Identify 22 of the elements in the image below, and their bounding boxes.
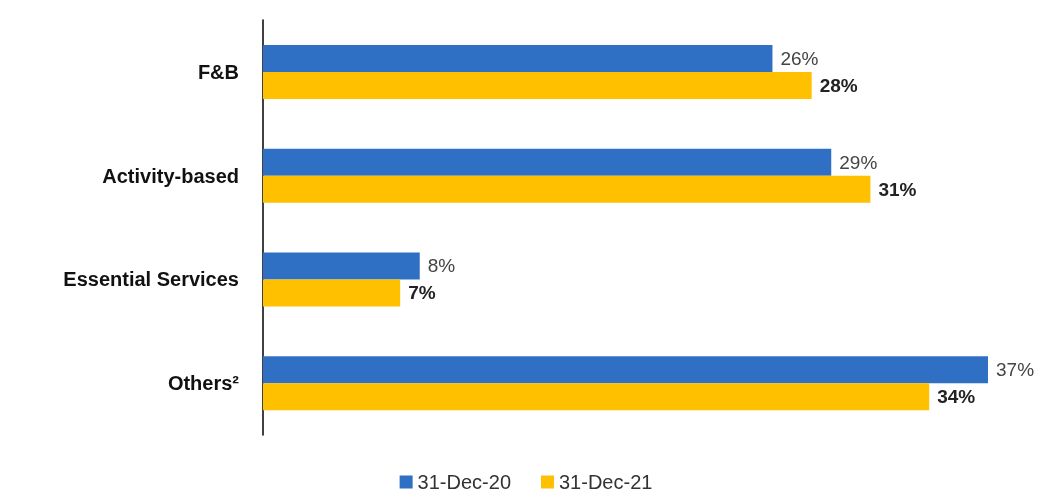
legend-label: 31-Dec-20: [417, 471, 512, 493]
data-label: 28%: [819, 74, 858, 96]
bar: [263, 356, 988, 384]
bar: [263, 279, 401, 307]
bar: [263, 383, 930, 411]
bar: [263, 148, 832, 176]
data-label: 31%: [878, 178, 917, 200]
y-tick-label: Essential Services: [63, 268, 239, 291]
y-tick-label: Others²: [167, 372, 240, 395]
y-tick-label: Activity-based: [102, 164, 239, 187]
data-label: 29%: [839, 151, 878, 173]
bar: [263, 175, 871, 203]
data-label: 26%: [780, 47, 819, 69]
data-label: 37%: [996, 359, 1035, 381]
data-label: 34%: [937, 386, 976, 408]
y-tick-label: F&B: [197, 60, 239, 83]
legend-label: 31-Dec-21: [559, 471, 653, 493]
data-label: 8%: [427, 255, 456, 277]
bar: [263, 71, 812, 99]
bar: [263, 252, 420, 280]
data-label: 7%: [408, 282, 436, 304]
bar: [263, 44, 773, 72]
